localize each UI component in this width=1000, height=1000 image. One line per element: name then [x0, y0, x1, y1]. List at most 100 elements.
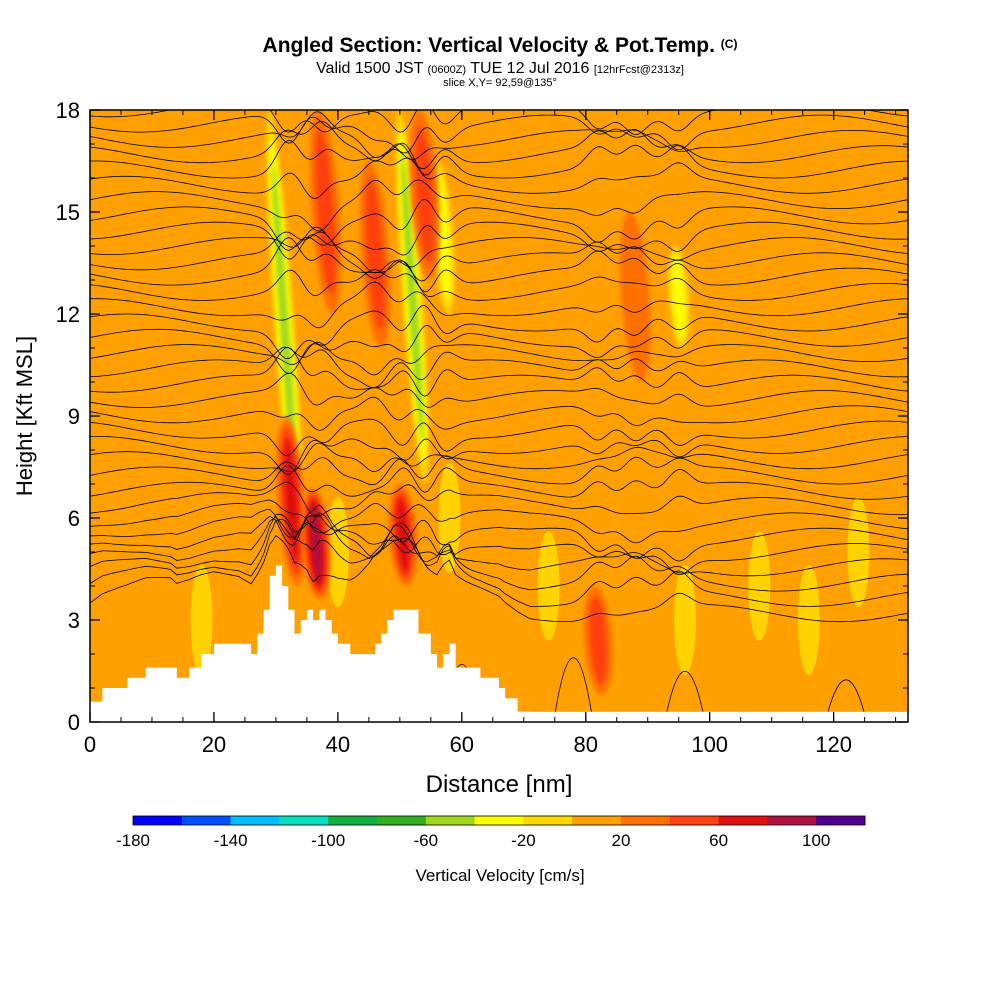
- theta-contour: [90, 372, 908, 408]
- updraft-core: [309, 110, 342, 314]
- colorbar-frame: [132, 815, 866, 826]
- colorbar-tick-label: -20: [511, 831, 536, 850]
- y-tick-label: 0: [68, 710, 80, 735]
- forecast-info: [12hrFcst@2313z]: [593, 64, 684, 76]
- theta-contour: [90, 114, 908, 154]
- theta-contour: [90, 324, 908, 375]
- theta-contour: [90, 396, 908, 431]
- theta-contour: [90, 455, 908, 486]
- weak-updraft-region: [180, 110, 199, 248]
- x-tick-label: 60: [450, 732, 474, 757]
- updraft-core: [276, 416, 307, 586]
- colorbar-swatch: [328, 816, 378, 825]
- weak-updraft-region: [874, 448, 893, 588]
- valid-date: TUE 12 Jul 2016: [470, 60, 590, 77]
- theta-contour: [90, 535, 908, 623]
- downdraft-core: [668, 246, 690, 348]
- theta-contour: [90, 304, 908, 360]
- theta-contour: [90, 269, 908, 301]
- colorbar-label: Vertical Velocity [cm/s]: [415, 866, 584, 885]
- ground-band: [90, 711, 908, 722]
- theta-contour: [90, 139, 908, 179]
- weak-updraft-region: [564, 110, 583, 248]
- colorbar-swatch: [230, 816, 280, 825]
- weak-downdraft-region: [326, 497, 349, 607]
- theta-contour: [827, 679, 865, 712]
- colorbar-swatch: [621, 816, 671, 825]
- theta-contour: [90, 436, 908, 475]
- theta-contour: [90, 120, 908, 170]
- y-tick-label: 6: [68, 506, 80, 531]
- theta-contour: [90, 518, 908, 607]
- x-tick-label: 120: [815, 732, 852, 757]
- updraft-core: [583, 586, 613, 695]
- colorbar-swatch: [523, 816, 573, 825]
- theta-contour: [90, 346, 908, 397]
- theta-contour: [666, 670, 704, 712]
- theta-contour: [90, 111, 908, 161]
- weak-downdraft-region: [847, 497, 870, 607]
- vertical-velocity-field: [90, 110, 908, 722]
- theta-contour: [90, 514, 908, 576]
- theta-contour: [90, 464, 908, 500]
- x-tick-label: 100: [691, 732, 728, 757]
- x-tick-label: 80: [574, 732, 598, 757]
- y-tick-label: 9: [68, 404, 80, 429]
- weak-updraft-region: [725, 244, 744, 384]
- updraft-core: [620, 212, 651, 382]
- valid-time: Valid 1500 JST: [316, 60, 424, 77]
- colorbar-tick-label: -140: [214, 831, 248, 850]
- colorbar-swatch: [133, 816, 183, 825]
- zulu-time: (0600Z): [427, 64, 467, 76]
- y-axis-label: Height [Kft MSL]: [12, 336, 37, 496]
- potential-temperature-contours: [90, 110, 908, 712]
- colorbar: -180 -140 -100 -60 -20 20 60 100 Vertical Veloci…: [116, 815, 866, 885]
- weak-downdraft-region: [190, 565, 213, 675]
- weak-updraft-region: [762, 110, 781, 248]
- axes: 0 20 40 60 80 100 120 0 3 6 9 12 15 18 Distance [nm] He…: [12, 98, 908, 798]
- theta-contour: [90, 504, 908, 577]
- theta-contour: [90, 442, 908, 473]
- y-tick-label: 15: [56, 200, 80, 225]
- weak-downdraft-region: [673, 565, 696, 675]
- theta-contour: [90, 237, 908, 293]
- theta-contour: [90, 281, 908, 329]
- theta-contour: [90, 512, 908, 592]
- theta-contour: [554, 657, 592, 712]
- weak-updraft-region: [799, 346, 818, 486]
- x-axis-label: Distance [nm]: [426, 771, 573, 798]
- updraft-core: [359, 161, 391, 348]
- colorbar-swatch: [816, 816, 866, 825]
- theta-contour: [90, 231, 908, 282]
- x-tick-label: 0: [84, 732, 96, 757]
- theta-contour: [90, 157, 908, 199]
- weak-downdraft-region: [748, 531, 771, 641]
- slice-label: slice X,Y= 92,59@135°: [443, 77, 557, 89]
- colorbar-swatch: [377, 816, 427, 825]
- colorbar-swatch: [279, 816, 329, 825]
- weak-updraft-region: [142, 278, 161, 418]
- theta-contour: [90, 221, 908, 260]
- colorbar-tick-label: 60: [709, 831, 728, 850]
- theta-contour: [90, 179, 908, 232]
- y-tick-label: 12: [56, 302, 80, 327]
- y-tick-label: 3: [68, 608, 80, 633]
- weak-updraft-region: [242, 210, 261, 350]
- colorbar-swatch: [474, 816, 524, 825]
- weak-updraft-region: [217, 380, 236, 520]
- colorbar-swatch: [425, 816, 475, 825]
- colorbar-swatch: [669, 816, 719, 825]
- colorbar-tick-label: 20: [612, 831, 631, 850]
- colorbar-tick-label: -60: [414, 831, 439, 850]
- colorbar-swatch: [767, 816, 817, 825]
- weak-updraft-region: [490, 142, 508, 282]
- theta-contour: [90, 198, 908, 251]
- theta-contour: [90, 481, 908, 518]
- weak-downdraft-region: [438, 463, 461, 573]
- terrain-profile: [90, 565, 530, 722]
- terrain: [90, 565, 908, 722]
- colorbar-tick-label: 100: [802, 831, 830, 850]
- weak-updraft-region: [105, 176, 124, 316]
- weak-updraft-region: [613, 414, 632, 554]
